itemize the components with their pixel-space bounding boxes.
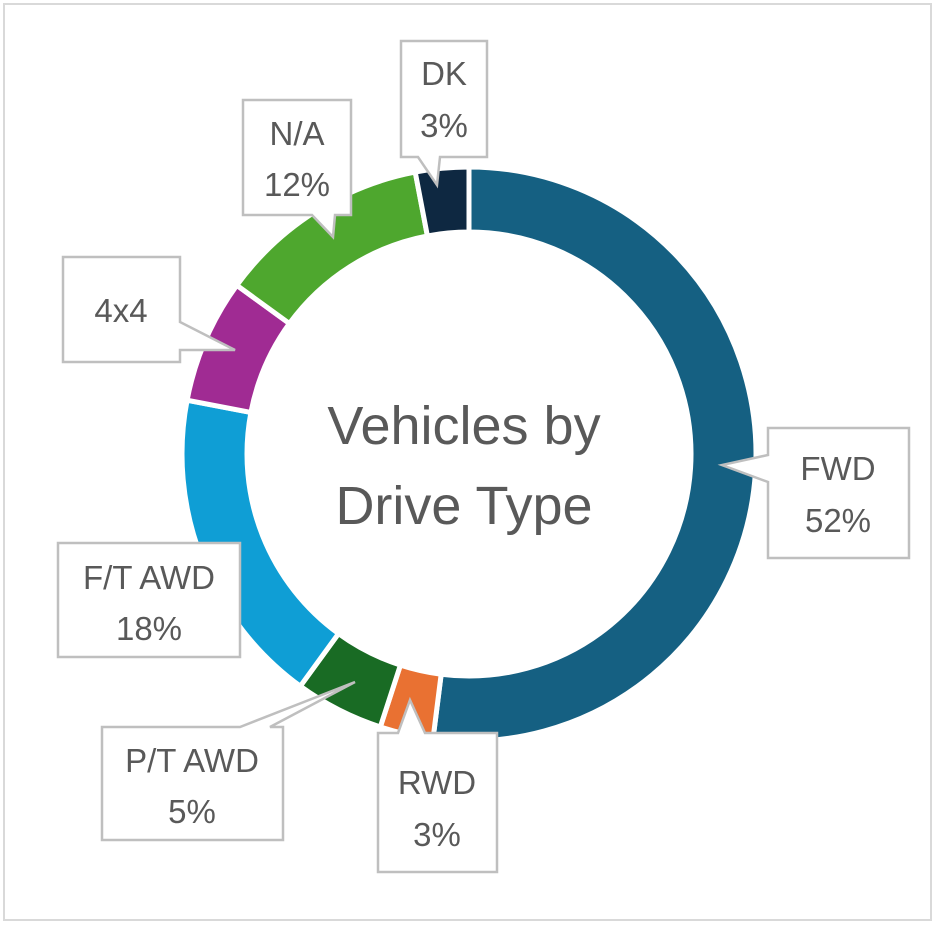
data-label-value: 52% [805, 502, 871, 539]
chart-title-line-1: Vehicles by [327, 396, 600, 456]
data-label-name: DK [421, 55, 467, 92]
data-label-value: 3% [413, 816, 461, 853]
callout-dk: DK 3% [399, 39, 489, 189]
data-label-name: F/T AWD [83, 559, 215, 596]
slice-dk [412, 164, 472, 239]
data-label-value: 12% [264, 166, 330, 203]
data-label-value: 18% [116, 610, 182, 647]
callout-4x4: 4x4 [61, 255, 236, 364]
slices [179, 164, 759, 744]
callout-pt-awd: P/T AWD 5% [100, 680, 356, 842]
data-label-name: 4x4 [94, 292, 147, 329]
callout-ft-awd: F/T AWD 18% [56, 541, 242, 659]
data-label-name: FWD [800, 450, 875, 487]
data-label-name: P/T AWD [125, 742, 259, 779]
data-label-value: 5% [168, 793, 216, 830]
callout-na: N/A 12% [241, 98, 353, 240]
data-label-value: 3% [420, 107, 468, 144]
chart-title-line-2: Drive Type [335, 476, 592, 536]
callout-rwd: RWD 3% [376, 696, 499, 874]
callout-fwd: FWD 52% [717, 426, 911, 560]
data-label-name: RWD [398, 764, 476, 801]
data-label-name: N/A [269, 115, 324, 152]
